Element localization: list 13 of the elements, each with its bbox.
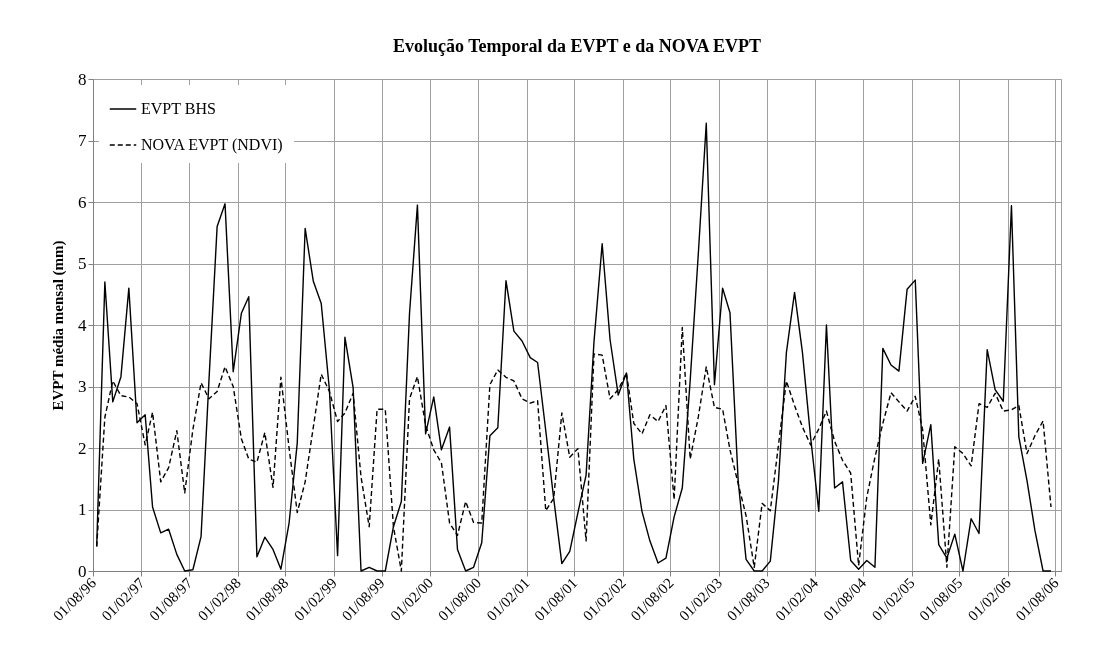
y-tick-label: 1 bbox=[78, 500, 87, 519]
y-tick-label: 2 bbox=[78, 438, 87, 458]
y-tick-label: 6 bbox=[78, 192, 87, 212]
y-tick-label: 8 bbox=[78, 69, 87, 89]
legend-label: EVPT BHS bbox=[141, 100, 216, 117]
legend-label: NOVA EVPT (NDVI) bbox=[141, 136, 283, 154]
y-tick-label: 0 bbox=[78, 561, 87, 581]
y-axis-title: EVPT média mensal (mm) bbox=[50, 240, 67, 411]
y-tick-label: 7 bbox=[78, 131, 87, 150]
y-tick-label: 5 bbox=[78, 254, 87, 273]
y-tick-label: 3 bbox=[78, 377, 87, 396]
chart-title: Evolução Temporal da EVPT e da NOVA EVPT bbox=[393, 36, 761, 56]
y-tick-label: 4 bbox=[78, 315, 87, 335]
